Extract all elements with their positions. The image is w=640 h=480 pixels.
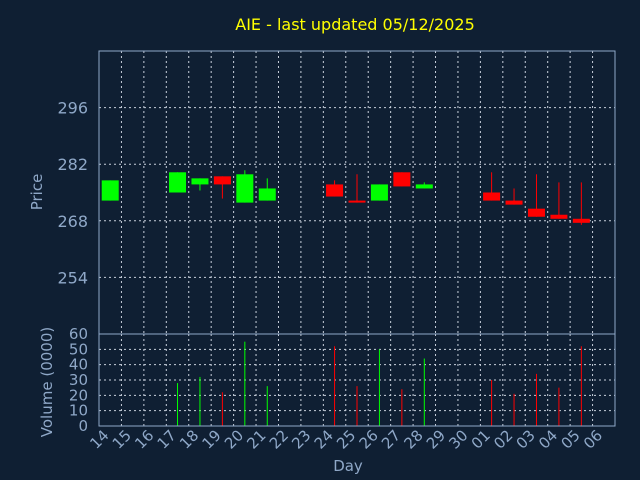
volume-bars [177, 341, 582, 426]
price-panel: 254 268 282 296 Price [28, 50, 616, 335]
volume-tick-label: 0 [78, 417, 88, 435]
candles [101, 170, 590, 225]
price-tick-label: 254 [57, 268, 88, 287]
price-tick-label: 268 [57, 212, 88, 231]
candle [236, 170, 254, 203]
candle-body [550, 214, 568, 219]
candle [101, 180, 119, 201]
x-tick-labels: 1415161718192021222324252627282930010203… [86, 426, 606, 452]
volume-tick-label: 60 [69, 325, 88, 343]
volume-axis-label: Volume (0000) [38, 327, 56, 437]
candle-body [348, 200, 366, 203]
candle-body [326, 184, 344, 197]
candle [326, 180, 344, 197]
candle [550, 182, 568, 219]
candle-body [169, 172, 187, 193]
volume-tick-label: 40 [69, 356, 88, 374]
candle-body [527, 208, 545, 217]
candle [213, 176, 231, 199]
x-axis-label: Day [333, 457, 363, 475]
chart-title: AIE - last updated 05/12/2025 [235, 15, 475, 34]
candle-body [101, 180, 119, 201]
candle-body [572, 218, 590, 223]
x-tick-label: 06 [580, 426, 606, 452]
volume-tick-label: 30 [69, 371, 88, 389]
candle-body [191, 178, 209, 185]
candle [505, 188, 523, 205]
candle-body [415, 184, 433, 189]
price-tick-label: 282 [57, 155, 88, 174]
candle [169, 172, 187, 193]
price-grid [98, 51, 616, 334]
price-axis-label: Price [28, 174, 46, 211]
candle-body [370, 184, 388, 201]
price-y-ticks: 254 268 282 296 [57, 99, 88, 288]
volume-tick-label: 20 [69, 386, 88, 404]
candle-body [505, 200, 523, 205]
candle [348, 174, 366, 203]
candle [415, 182, 433, 189]
candle [258, 178, 276, 201]
candle-body [393, 172, 411, 187]
candle [483, 172, 501, 201]
candle-body [483, 192, 501, 201]
candle [191, 178, 209, 191]
candle [572, 182, 590, 225]
volume-tick-label: 10 [69, 402, 88, 420]
candle-body [213, 176, 231, 185]
price-tick-label: 296 [57, 99, 88, 118]
candle-body [236, 174, 254, 203]
volume-panel-frame [98, 333, 616, 427]
candle-body [258, 188, 276, 201]
candle [527, 174, 545, 217]
volume-grid [98, 333, 616, 427]
candle [393, 172, 411, 187]
volume-tick-label: 50 [69, 340, 88, 358]
candle [370, 184, 388, 201]
